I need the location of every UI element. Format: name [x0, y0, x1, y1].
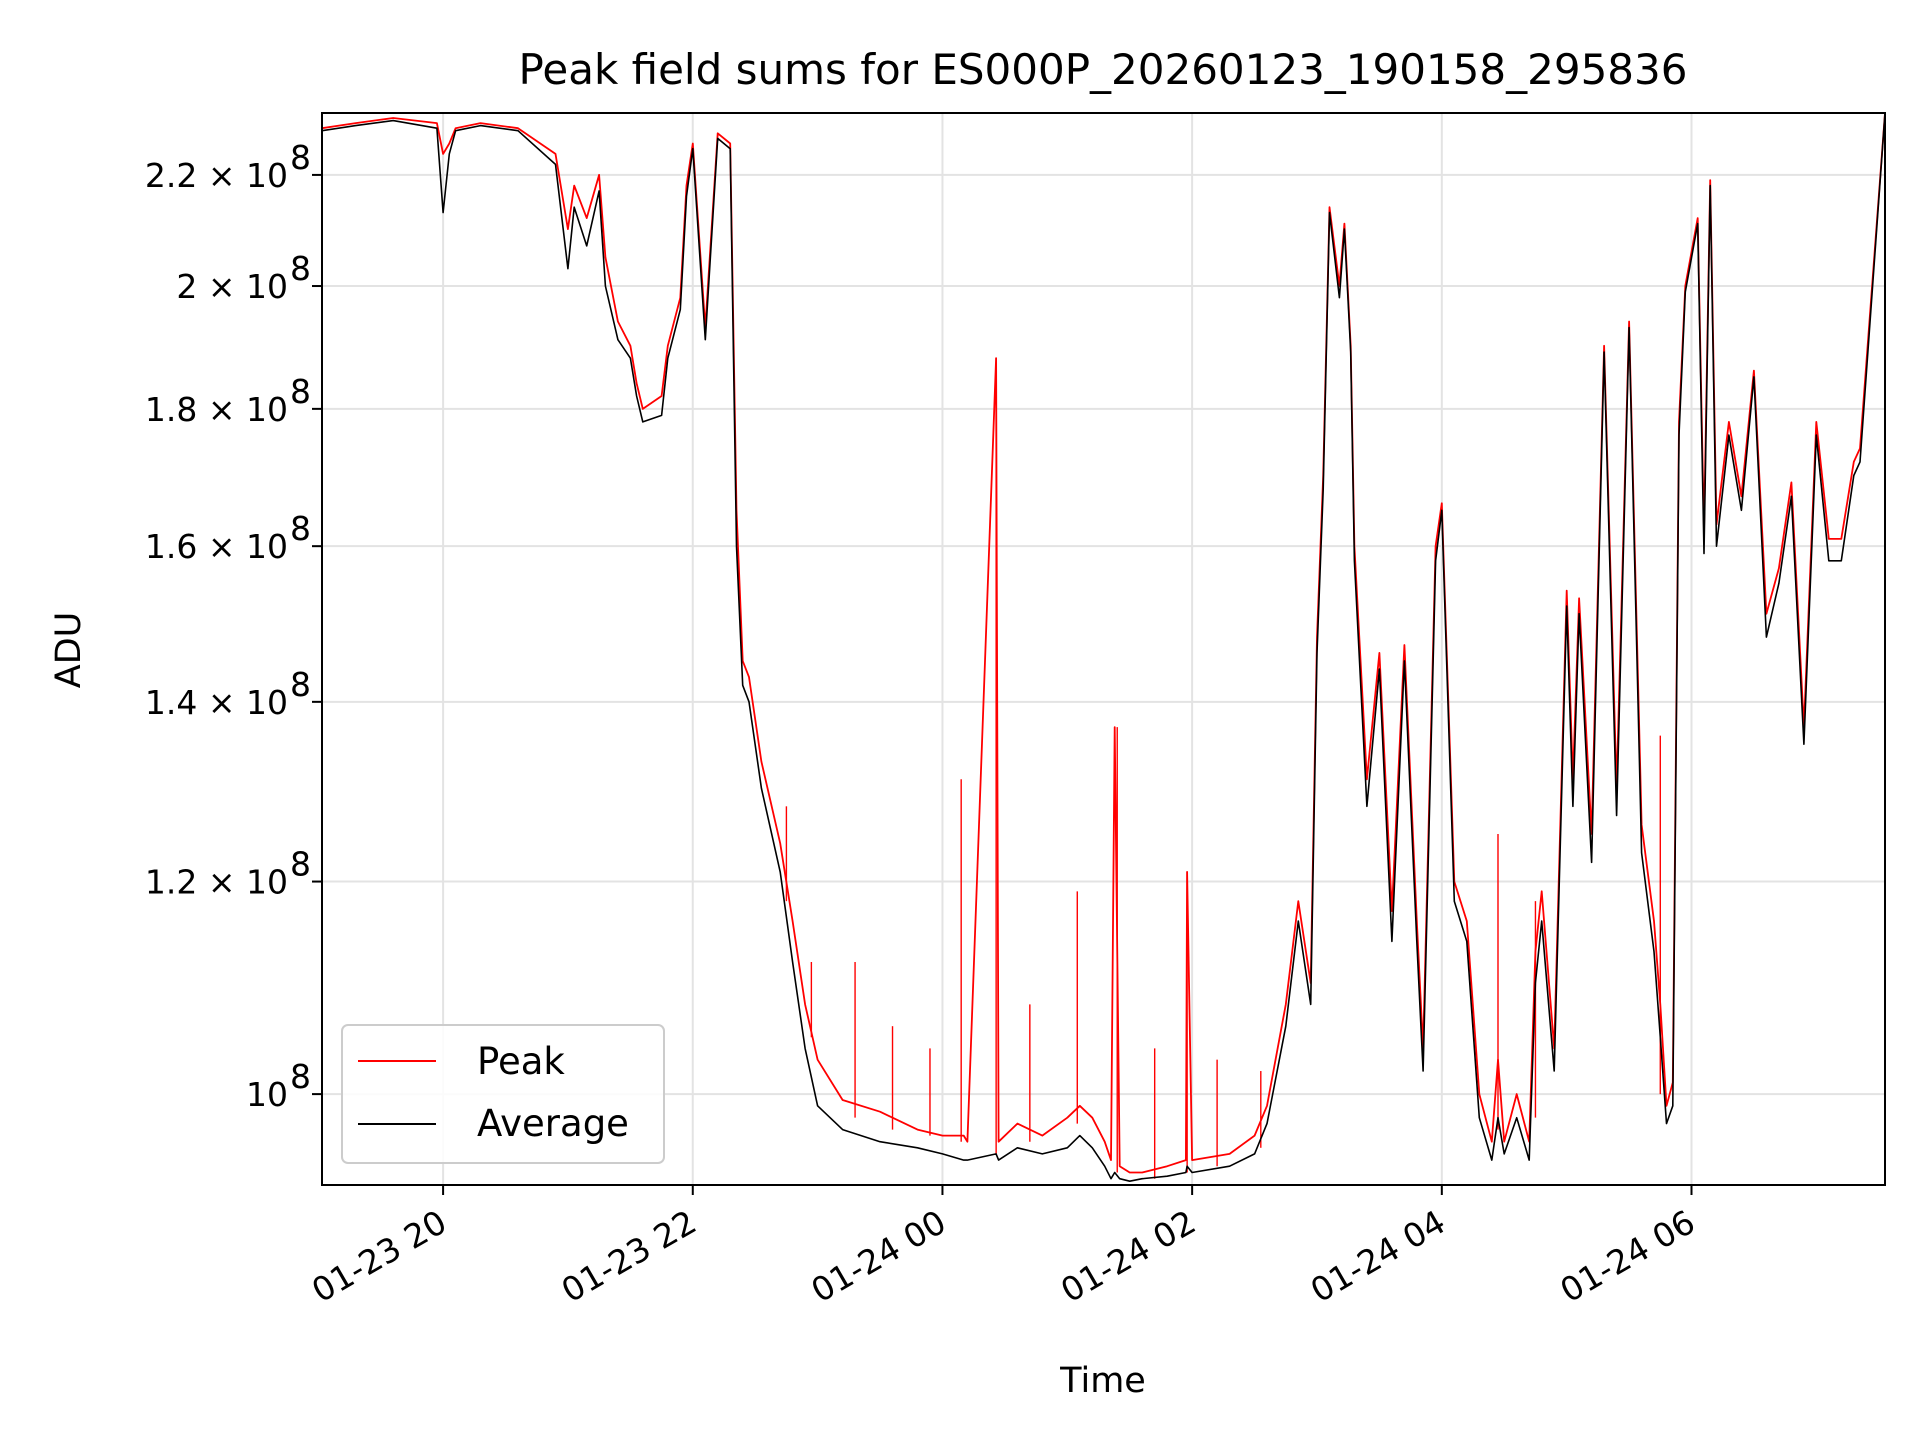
y-tick-exponent: 8: [290, 509, 311, 548]
plot-area-frame: [321, 112, 1886, 1186]
series-line-peak: [322, 113, 1885, 1174]
y-axis-label: ADU: [49, 612, 89, 689]
y-tick-exponent: 8: [290, 845, 311, 884]
y-tick-exponent: 8: [290, 372, 311, 411]
legend-label-average: Average: [477, 1102, 629, 1145]
y-tick-label: 2 × 10: [176, 267, 288, 306]
legend-box: [341, 1024, 665, 1164]
y-tick-label: 10: [246, 1075, 288, 1114]
chart-title: Peak field sums for ES000P_20260123_1901…: [519, 45, 1688, 94]
y-tick-label: 1.6 × 10: [145, 527, 288, 566]
y-tick-label: 1.2 × 10: [145, 863, 288, 902]
grid-lines: [322, 113, 1885, 1185]
series-lines: [322, 113, 1885, 1182]
legend-label-peak: Peak: [477, 1040, 565, 1083]
x-axis-label: Time: [1059, 1361, 1146, 1401]
legend: Peak Average: [341, 1024, 665, 1164]
y-tick-exponent: 8: [290, 665, 311, 704]
y-tick-label: 1.8 × 10: [145, 390, 288, 429]
y-tick-exponent: 8: [290, 249, 311, 288]
y-tick-label: 2.2 × 10: [145, 156, 288, 195]
y-tick-exponent: 8: [290, 138, 311, 177]
y-axis-ticks: 10 81.2 × 10 81.4 × 10 81.6 × 10 81.8 × 10 82…: [145, 138, 322, 1114]
y-tick-label: 1.4 × 10: [145, 683, 288, 722]
series-line-average: [322, 113, 1885, 1182]
y-tick-exponent: 8: [290, 1057, 311, 1096]
